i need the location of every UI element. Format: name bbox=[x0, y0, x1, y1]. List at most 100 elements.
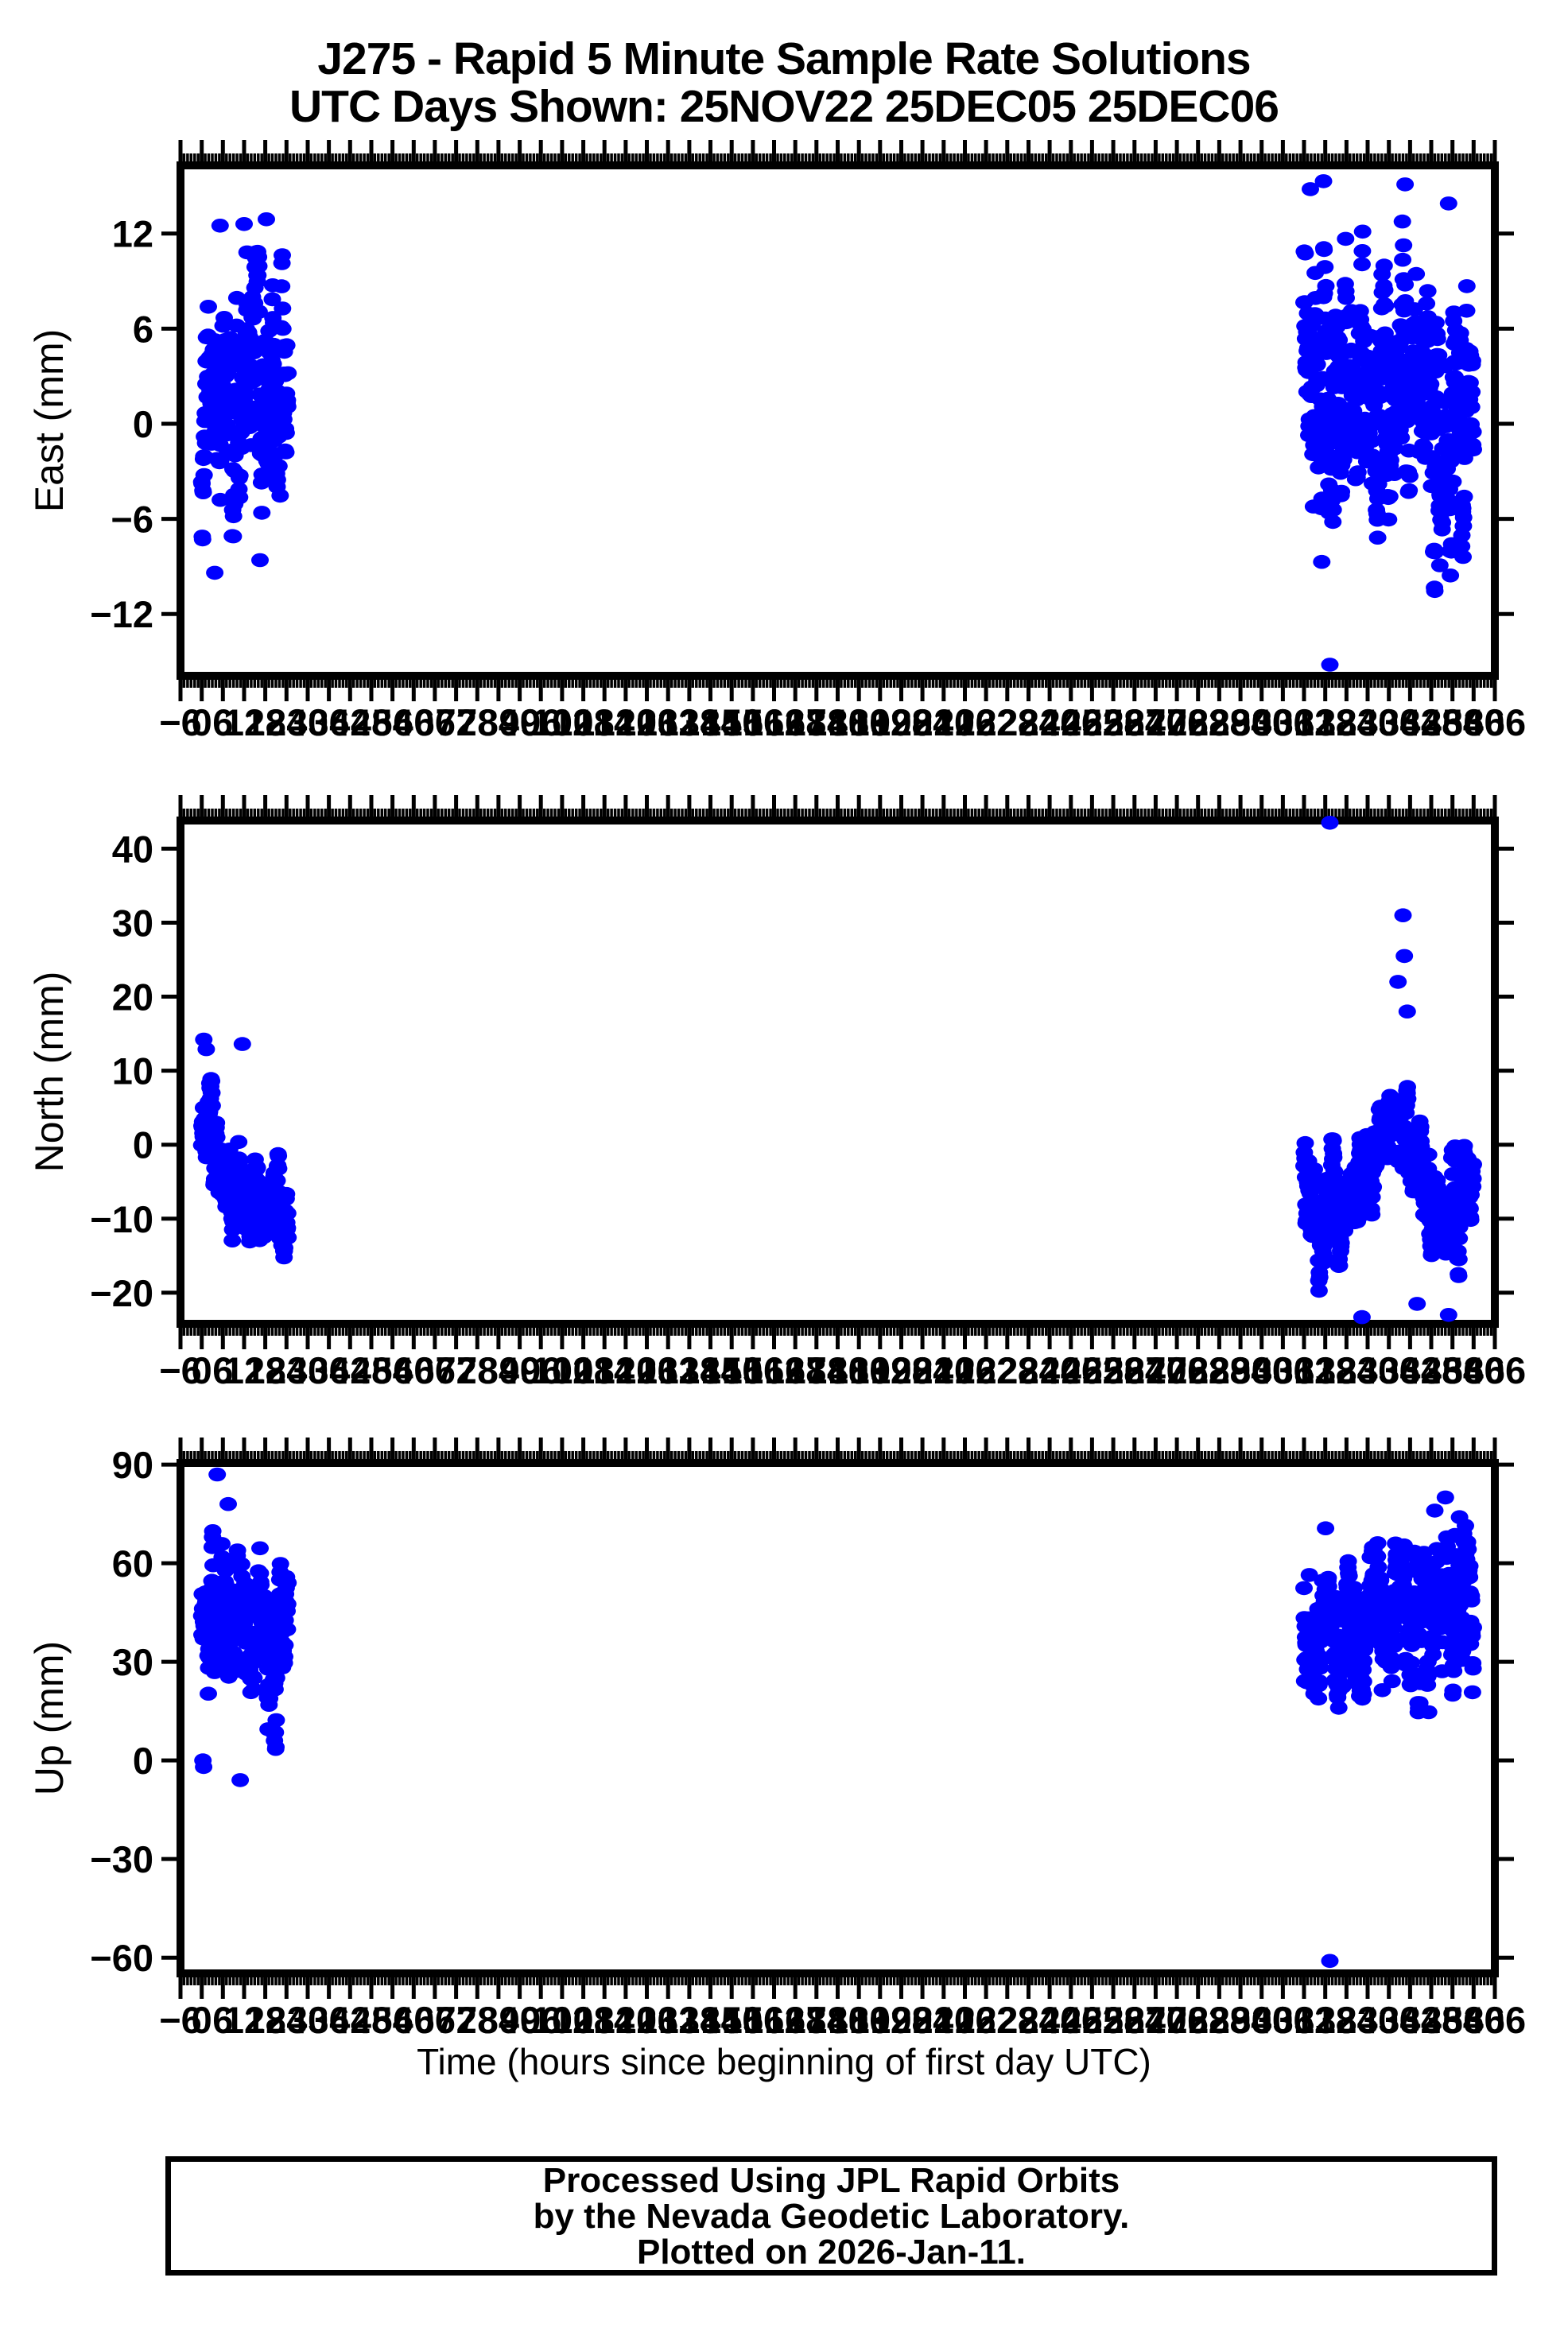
svg-text:12: 12 bbox=[112, 213, 153, 255]
up-x-major-ticks bbox=[178, 1438, 1497, 1999]
svg-text:330: 330 bbox=[1337, 701, 1399, 743]
svg-text:84: 84 bbox=[478, 701, 519, 743]
svg-text:168: 168 bbox=[764, 1349, 826, 1391]
svg-text:18: 18 bbox=[244, 701, 285, 743]
svg-text:324: 324 bbox=[1315, 701, 1377, 743]
svg-text:348: 348 bbox=[1400, 1349, 1462, 1391]
svg-text:0: 0 bbox=[133, 1740, 153, 1782]
svg-text:228: 228 bbox=[976, 1999, 1038, 2041]
east-frame bbox=[177, 161, 1499, 680]
svg-text:180: 180 bbox=[806, 1999, 868, 2041]
svg-text:30: 30 bbox=[112, 1641, 153, 1683]
svg-text:366: 366 bbox=[1464, 1999, 1526, 2041]
up-points bbox=[192, 1467, 1482, 1969]
svg-text:108: 108 bbox=[552, 701, 614, 743]
east-x-minor-ticks bbox=[182, 153, 1493, 688]
svg-text:252: 252 bbox=[1061, 1349, 1123, 1391]
svg-text:306: 306 bbox=[1252, 1999, 1314, 2041]
svg-text:120: 120 bbox=[595, 701, 657, 743]
svg-text:150: 150 bbox=[701, 1349, 763, 1391]
svg-text:0: 0 bbox=[192, 1999, 212, 2041]
svg-text:−6: −6 bbox=[159, 1349, 202, 1391]
svg-text:264: 264 bbox=[1104, 701, 1166, 743]
svg-text:30: 30 bbox=[287, 701, 328, 743]
svg-text:216: 216 bbox=[933, 1349, 996, 1391]
svg-text:276: 276 bbox=[1146, 1349, 1208, 1391]
footer-line3: Plotted on 2026-Jan-11. bbox=[636, 2232, 1027, 2272]
svg-text:294: 294 bbox=[1209, 1349, 1271, 1391]
svg-text:294: 294 bbox=[1209, 1999, 1271, 2041]
svg-text:96: 96 bbox=[520, 1349, 561, 1391]
svg-text:360: 360 bbox=[1442, 1999, 1504, 2041]
svg-text:204: 204 bbox=[891, 1349, 953, 1391]
svg-text:210: 210 bbox=[913, 701, 975, 743]
svg-text:306: 306 bbox=[1252, 701, 1314, 743]
svg-text:228: 228 bbox=[976, 1349, 1038, 1391]
y-axis-title-north: North (mm) bbox=[27, 971, 72, 1173]
svg-text:246: 246 bbox=[1040, 701, 1102, 743]
svg-text:192: 192 bbox=[849, 701, 911, 743]
svg-text:264: 264 bbox=[1104, 1349, 1166, 1391]
svg-text:42: 42 bbox=[329, 1999, 371, 2041]
svg-text:174: 174 bbox=[786, 1349, 848, 1391]
svg-text:156: 156 bbox=[722, 701, 784, 743]
svg-text:126: 126 bbox=[615, 1349, 677, 1391]
svg-text:192: 192 bbox=[849, 1349, 911, 1391]
svg-text:24: 24 bbox=[266, 701, 307, 743]
east-x-tick-labels: −60 6121824303642485460667278849096102108… bbox=[159, 701, 1526, 743]
y-axis-title-up: Up (mm) bbox=[27, 1640, 72, 1796]
svg-text:342: 342 bbox=[1379, 1999, 1441, 2041]
svg-text:312: 312 bbox=[1273, 1999, 1335, 2041]
svg-text:114: 114 bbox=[574, 1349, 635, 1391]
svg-text:−6: −6 bbox=[111, 499, 153, 541]
svg-text:0: 0 bbox=[192, 701, 212, 743]
svg-text:162: 162 bbox=[743, 1999, 805, 2041]
svg-text:132: 132 bbox=[637, 1349, 699, 1391]
svg-text:174: 174 bbox=[786, 701, 848, 743]
svg-text:288: 288 bbox=[1188, 1349, 1250, 1391]
svg-text:−30: −30 bbox=[90, 1838, 153, 1880]
svg-text:186: 186 bbox=[828, 1999, 890, 2041]
svg-text:54: 54 bbox=[371, 1999, 413, 2041]
svg-text:330: 330 bbox=[1337, 1999, 1399, 2041]
svg-text:10: 10 bbox=[112, 1050, 153, 1092]
svg-text:288: 288 bbox=[1188, 701, 1250, 743]
svg-text:42: 42 bbox=[329, 1349, 371, 1391]
svg-text:84: 84 bbox=[478, 1349, 519, 1391]
svg-text:144: 144 bbox=[679, 1999, 741, 2041]
svg-text:198: 198 bbox=[870, 701, 932, 743]
svg-text:54: 54 bbox=[371, 1349, 413, 1391]
north-points bbox=[192, 816, 1482, 1325]
svg-text:138: 138 bbox=[658, 701, 720, 743]
svg-text:126: 126 bbox=[615, 701, 677, 743]
svg-text:−20: −20 bbox=[90, 1272, 153, 1314]
footer-box: Processed Using JPL Rapid Orbits by the … bbox=[165, 2156, 1497, 2276]
svg-text:348: 348 bbox=[1400, 1999, 1462, 2041]
svg-text:12: 12 bbox=[223, 701, 265, 743]
svg-text:78: 78 bbox=[456, 701, 498, 743]
svg-text:60: 60 bbox=[112, 1542, 153, 1585]
svg-text:102: 102 bbox=[531, 701, 593, 743]
svg-text:306: 306 bbox=[1252, 1349, 1314, 1391]
svg-text:198: 198 bbox=[870, 1999, 932, 2041]
svg-text:96: 96 bbox=[520, 701, 561, 743]
svg-text:30: 30 bbox=[112, 902, 153, 944]
svg-text:72: 72 bbox=[435, 1349, 476, 1391]
svg-text:36: 36 bbox=[308, 1999, 349, 2041]
svg-text:336: 336 bbox=[1357, 701, 1419, 743]
plot-title-line2: UTC Days Shown: 25NOV22 25DEC05 25DEC06 bbox=[289, 81, 1279, 132]
svg-text:6: 6 bbox=[212, 701, 233, 743]
svg-text:270: 270 bbox=[1124, 1999, 1186, 2041]
svg-text:156: 156 bbox=[722, 1349, 784, 1391]
svg-text:108: 108 bbox=[552, 1349, 614, 1391]
svg-text:66: 66 bbox=[414, 701, 456, 743]
footer-line2: by the Nevada Geodetic Laboratory. bbox=[533, 2196, 1130, 2236]
svg-text:276: 276 bbox=[1146, 701, 1208, 743]
svg-text:204: 204 bbox=[891, 1999, 953, 2041]
svg-text:102: 102 bbox=[531, 1349, 593, 1391]
svg-text:252: 252 bbox=[1061, 1999, 1123, 2041]
up-x-minor-ticks bbox=[182, 1451, 1493, 1985]
